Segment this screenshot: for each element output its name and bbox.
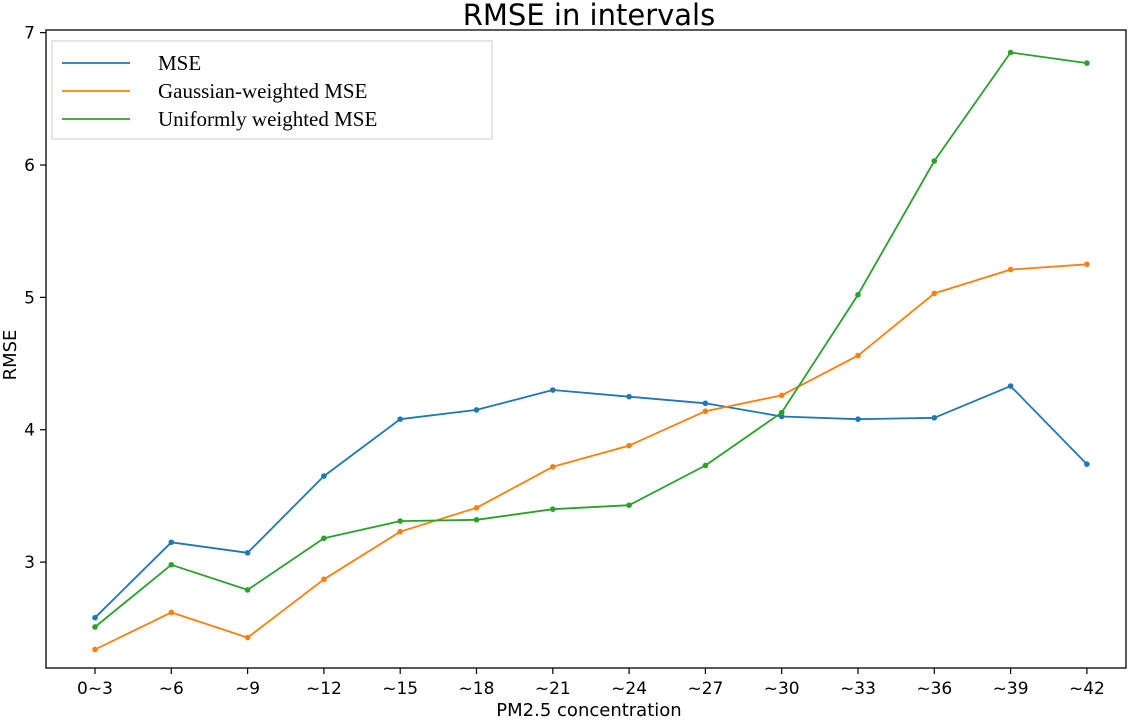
data-point-uniformly-weighted-mse bbox=[702, 462, 709, 469]
legend: MSE Gaussian-weighted MSE Uniformly weig… bbox=[51, 40, 493, 140]
data-point-uniformly-weighted-mse bbox=[168, 561, 175, 568]
x-axis-ticks: 0~3 ~6 ~9 ~12 ~15 ~18 ~21 ~24 ~27 ~30 ~33 ~36 ~39 ~42 bbox=[77, 668, 1105, 699]
y-tick-label: 5 bbox=[24, 288, 35, 308]
data-point-gaussian-weighted-mse bbox=[702, 408, 709, 415]
data-point-mse bbox=[550, 387, 556, 393]
data-point-gaussian-weighted-mse bbox=[473, 505, 480, 511]
data-point-gaussian-weighted-mse bbox=[1007, 266, 1014, 273]
data-point-mse bbox=[473, 407, 480, 413]
data-point-gaussian-weighted-mse bbox=[168, 609, 175, 616]
data-point-uniformly-weighted-mse bbox=[473, 516, 480, 523]
y-tick-label: 6 bbox=[24, 156, 35, 176]
data-point-mse bbox=[702, 400, 709, 407]
legend-label-mse: MSE bbox=[158, 51, 201, 75]
series-layer bbox=[92, 49, 1090, 653]
data-point-mse bbox=[244, 550, 251, 556]
data-point-uniformly-weighted-mse bbox=[1007, 49, 1014, 56]
data-point-mse bbox=[626, 393, 632, 400]
data-point-mse bbox=[855, 416, 861, 422]
x-axis-label: PM2.5 concentration bbox=[496, 700, 681, 720]
data-point-gaussian-weighted-mse bbox=[931, 290, 938, 297]
plot-area bbox=[45, 29, 1127, 669]
data-point-mse bbox=[1007, 383, 1014, 389]
y-axis-ticks: 3 4 5 6 7 bbox=[24, 24, 46, 573]
x-tick-label: ~36 bbox=[916, 679, 952, 699]
data-point-mse bbox=[931, 415, 938, 421]
data-point-gaussian-weighted-mse bbox=[92, 646, 98, 653]
x-tick-label: ~42 bbox=[1069, 679, 1105, 699]
data-point-mse bbox=[778, 413, 785, 420]
series-uniformly-weighted-mse bbox=[92, 49, 1090, 630]
x-tick-label: ~15 bbox=[382, 679, 418, 699]
x-tick-label: ~9 bbox=[235, 679, 260, 699]
series-line-mse bbox=[94, 385, 1088, 619]
data-point-uniformly-weighted-mse bbox=[244, 587, 251, 593]
x-tick-label: ~27 bbox=[687, 679, 723, 699]
data-point-uniformly-weighted-mse bbox=[550, 506, 556, 512]
legend-label-gaussian-weighted-mse: Gaussian-weighted MSE bbox=[158, 79, 367, 103]
y-tick-label: 3 bbox=[24, 553, 35, 573]
x-tick-label: ~12 bbox=[306, 679, 342, 699]
data-point-uniformly-weighted-mse bbox=[397, 518, 404, 524]
legend-label-uniformly-weighted-mse: Uniformly weighted MSE bbox=[158, 107, 377, 131]
data-point-gaussian-weighted-mse bbox=[321, 576, 327, 583]
data-point-uniformly-weighted-mse bbox=[626, 502, 632, 508]
data-point-uniformly-weighted-mse bbox=[92, 624, 98, 630]
y-tick-label: 7 bbox=[24, 24, 35, 44]
data-point-gaussian-weighted-mse bbox=[397, 528, 404, 535]
series-gaussian-weighted-mse bbox=[92, 261, 1090, 653]
data-point-gaussian-weighted-mse bbox=[626, 442, 632, 449]
data-point-uniformly-weighted-mse bbox=[321, 535, 327, 542]
data-point-uniformly-weighted-mse bbox=[1084, 60, 1090, 66]
series-line-gaussian-weighted-mse bbox=[94, 263, 1087, 651]
data-point-gaussian-weighted-mse bbox=[244, 634, 251, 641]
data-point-uniformly-weighted-mse bbox=[778, 409, 785, 416]
x-tick-label: ~39 bbox=[993, 679, 1029, 699]
data-point-gaussian-weighted-mse bbox=[1084, 261, 1090, 268]
x-tick-label: ~33 bbox=[840, 679, 876, 699]
data-point-mse bbox=[168, 539, 175, 546]
data-point-gaussian-weighted-mse bbox=[778, 392, 785, 399]
data-point-mse bbox=[321, 473, 327, 479]
series-line-uniformly-weighted-mse bbox=[94, 51, 1088, 628]
series-mse bbox=[92, 383, 1090, 621]
x-tick-label: ~24 bbox=[611, 679, 647, 699]
data-point-mse bbox=[92, 614, 98, 621]
x-tick-label: ~6 bbox=[159, 679, 184, 699]
y-axis-label: RMSE bbox=[0, 330, 21, 381]
data-point-uniformly-weighted-mse bbox=[931, 158, 938, 164]
x-tick-label: ~21 bbox=[535, 679, 571, 699]
x-tick-label: ~30 bbox=[764, 679, 800, 699]
legend-box bbox=[51, 40, 493, 140]
data-point-mse bbox=[1084, 461, 1090, 467]
data-point-gaussian-weighted-mse bbox=[550, 464, 556, 470]
data-point-mse bbox=[397, 416, 404, 422]
data-point-gaussian-weighted-mse bbox=[855, 352, 861, 359]
x-tick-label: ~18 bbox=[459, 679, 495, 699]
y-tick-label: 4 bbox=[24, 421, 35, 441]
x-tick-label: 0~3 bbox=[77, 679, 113, 699]
data-point-uniformly-weighted-mse bbox=[855, 291, 861, 298]
chart-title: RMSE in intervals bbox=[463, 0, 715, 32]
